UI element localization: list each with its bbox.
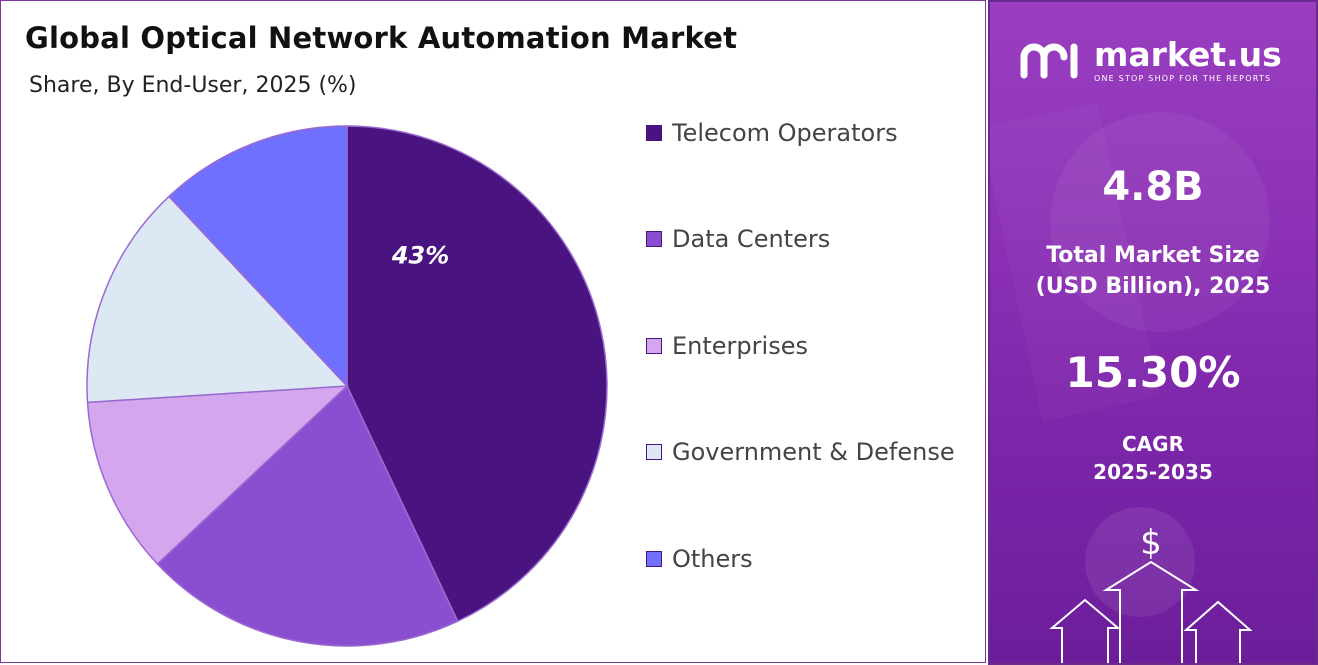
dollar-icon: $ — [1140, 523, 1162, 563]
legend-label: Others — [672, 545, 753, 573]
svg-text:$: $ — [1140, 523, 1162, 563]
cagr-label: CAGR — [1122, 432, 1184, 456]
market-size-label-year: (USD Billion), 2025 — [1035, 274, 1271, 299]
legend-swatch — [646, 231, 662, 247]
pie-data-label: 43% — [391, 241, 449, 269]
legend-item-enterprises: Enterprises — [646, 332, 808, 360]
chart-title: Global Optical Network Automation Market — [25, 21, 738, 55]
brand-name: market.us — [1094, 35, 1282, 74]
legend-label: Government & Defense — [672, 438, 955, 466]
market-us-logo-icon — [1020, 43, 1078, 78]
brand-tagline: ONE STOP SHOP FOR THE REPORTS — [1094, 74, 1272, 83]
pie-slice-government-defense — [86, 195, 349, 404]
legend-swatch — [646, 338, 662, 354]
growth-illustration: $ — [1049, 523, 1253, 663]
stats-panel: market.us ONE STOP SHOP FOR THE REPORTS … — [988, 0, 1318, 665]
brand-logo: market.us ONE STOP SHOP FOR THE REPORTS — [1020, 38, 1282, 83]
legend-swatch — [646, 551, 662, 567]
legend-label: Data Centers — [672, 225, 831, 253]
market-size-value: 4.8B — [1102, 164, 1204, 210]
legend-label: Enterprises — [672, 332, 808, 360]
pie-slice-enterprises — [86, 385, 350, 566]
pie-chart: 43% — [86, 125, 608, 647]
legend-swatch — [646, 125, 662, 141]
cagr-period: 2025-2035 — [1093, 460, 1213, 484]
chart-panel: Global Optical Network Automation Market… — [0, 0, 986, 663]
pie-slice-data-centers — [156, 384, 459, 647]
legend-item-others: Others — [646, 545, 753, 573]
market-size-label: Total Market Size — [1046, 243, 1260, 268]
legend-item-government-defense: Government & Defense — [646, 438, 955, 466]
chart-subtitle: Share, By End-User, 2025 (%) — [29, 73, 357, 98]
legend-item-telecom-operators: Telecom Operators — [646, 119, 898, 147]
pie-slice-telecom-operators — [346, 125, 608, 623]
legend-item-data-centers: Data Centers — [646, 225, 830, 253]
cagr-value: 15.30% — [1065, 348, 1241, 397]
pie-slice-others — [167, 125, 348, 388]
legend-label: Telecom Operators — [672, 119, 898, 147]
up-arrow-icon — [1049, 560, 1253, 663]
legend-swatch — [646, 444, 662, 460]
